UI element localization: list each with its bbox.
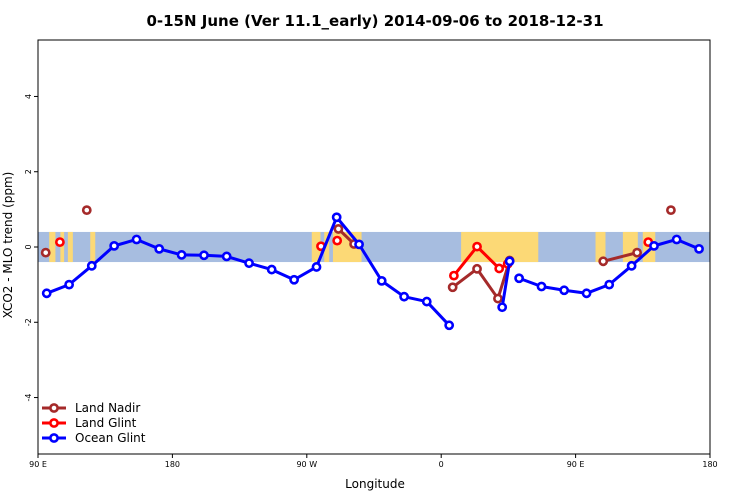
data-point (444, 320, 455, 331)
y-tick-label: 0 (24, 244, 33, 249)
data-point (376, 275, 387, 286)
data-point (199, 250, 209, 261)
x-tick-label: 90 E (567, 460, 585, 469)
data-point (671, 234, 682, 245)
series-line (451, 260, 512, 301)
x-tick-label: 90 E (29, 460, 47, 469)
land-region (324, 231, 330, 263)
data-point (399, 291, 410, 302)
data-point (598, 256, 609, 267)
y-tick-label: -2 (24, 318, 33, 326)
land-region (622, 231, 638, 263)
data-point (176, 250, 187, 260)
data-point (154, 243, 165, 254)
land-region (595, 231, 606, 263)
y-tick-label: 4 (24, 94, 33, 99)
data-point (86, 260, 97, 271)
series-land-glint (55, 235, 654, 281)
legend-swatch-marker (49, 418, 59, 428)
data-point (581, 288, 592, 299)
data-point (40, 247, 51, 258)
data-point (632, 247, 642, 258)
land-region (67, 231, 73, 263)
data-point (331, 212, 342, 223)
data-point (666, 205, 676, 216)
land-region (49, 231, 56, 263)
data-point (221, 251, 232, 262)
data-point (109, 240, 120, 251)
series-line (602, 251, 638, 263)
data-point (266, 264, 277, 275)
data-point (514, 273, 525, 284)
data-point (604, 279, 615, 290)
land-region (90, 231, 96, 263)
y-tick-label: 2 (24, 169, 33, 174)
x-tick-label: 0 (439, 460, 444, 469)
data-point (472, 263, 482, 274)
data-point (421, 296, 432, 307)
data-point (536, 281, 547, 292)
data-point (559, 285, 570, 296)
data-point (333, 224, 344, 234)
data-point (311, 262, 322, 272)
legend-item-land-glint: Land Glint (42, 416, 137, 430)
legend-item-ocean-glint: Ocean Glint (42, 431, 146, 445)
x-axis-label: Longitude (345, 477, 405, 491)
data-point (55, 237, 65, 248)
data-point (332, 235, 343, 246)
data-point (81, 205, 92, 216)
legend-swatch-marker (49, 433, 59, 443)
data-point (447, 282, 458, 293)
legend-swatch-marker (49, 403, 59, 413)
chart-title: 0-15N June (Ver 11.1_early) 2014-09-06 t… (146, 12, 603, 30)
data-point (41, 288, 52, 299)
land-region (60, 231, 65, 263)
x-tick-label: 180 (702, 460, 717, 469)
data-point (244, 258, 254, 269)
y-tick-label: -4 (24, 394, 33, 402)
data-point (472, 241, 482, 252)
data-point (131, 234, 142, 245)
data-point (289, 274, 300, 285)
x-tick-label: 90 W (296, 460, 317, 469)
data-point (626, 260, 637, 271)
x-tick-label: 180 (165, 460, 180, 469)
data-point (694, 243, 704, 254)
data-point (448, 270, 459, 281)
data-point (494, 263, 505, 274)
data-point (649, 240, 659, 251)
series-ocean-glint (41, 212, 704, 331)
series-line (500, 261, 512, 308)
data-point (354, 239, 364, 250)
y-axis-label: XCO2 - MLO trend (ppm) (1, 172, 15, 319)
legend-item-land-nadir: Land Nadir (42, 401, 140, 415)
axes: 90 E 180 90 W 0 90 E 180 -4 -2 0 2 4 (24, 94, 718, 469)
land-region (311, 231, 321, 263)
data-point (64, 279, 75, 290)
legend-label: Land Nadir (75, 401, 140, 415)
series-group (40, 205, 704, 331)
data-point (497, 302, 508, 313)
legend-label: Ocean Glint (75, 431, 146, 445)
data-point (493, 293, 503, 304)
legend-label: Land Glint (75, 416, 137, 430)
data-point (504, 256, 515, 267)
